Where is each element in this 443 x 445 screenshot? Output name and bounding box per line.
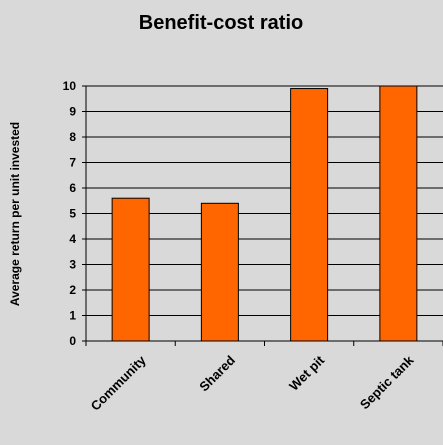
bar-community <box>111 197 150 342</box>
bar-shared <box>200 202 239 342</box>
y-tick-label-9: 9 <box>69 105 76 119</box>
y-tick-label-10: 10 <box>63 79 77 93</box>
y-axis-label: Average return per unit invested <box>8 122 22 306</box>
x-category-labels: Community Shared Wet pit Septic tank <box>88 352 417 414</box>
x-category-label-3: Septic tank <box>357 352 417 412</box>
x-category-label-1: Shared <box>196 352 238 394</box>
y-tick-label-5: 5 <box>69 207 76 221</box>
y-tick-label-1: 1 <box>69 309 76 323</box>
y-tick-labels: 0 1 2 3 4 5 6 7 8 9 10 <box>63 79 77 348</box>
x-category-label-0: Community <box>88 352 150 414</box>
y-tick-label-7: 7 <box>69 156 76 170</box>
bar-wet-pit <box>290 88 329 342</box>
chart-title: Benefit-cost ratio <box>139 12 303 34</box>
axes <box>82 85 443 346</box>
y-tick-label-0: 0 <box>69 334 76 348</box>
x-category-label-2: Wet pit <box>286 352 328 394</box>
y-tick-label-8: 8 <box>69 130 76 144</box>
y-tick-label-2: 2 <box>69 283 76 297</box>
y-tick-label-4: 4 <box>69 232 76 246</box>
bar-septic-tank <box>379 85 418 342</box>
y-tick-label-6: 6 <box>69 181 76 195</box>
y-tick-label-3: 3 <box>69 258 76 272</box>
